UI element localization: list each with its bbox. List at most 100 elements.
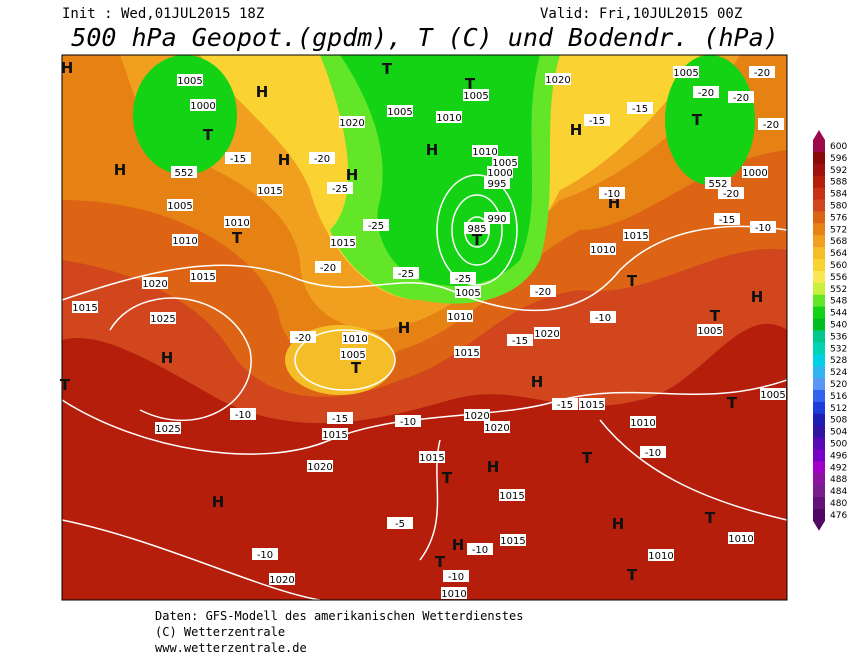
label-box (190, 99, 216, 111)
label-box (697, 324, 723, 336)
label-box (640, 446, 666, 458)
contour-label: 990 (487, 214, 506, 225)
pressure-center: T (582, 449, 593, 467)
contour-label: -15 (557, 400, 573, 411)
contour-label: -20 (320, 263, 336, 274)
label-box (464, 222, 490, 234)
colorbar-swatch (813, 508, 825, 522)
colorbar-swatch (813, 270, 825, 284)
label-box (225, 152, 251, 164)
colorbar-swatch (813, 485, 825, 498)
colorbar-label: 508 (830, 416, 847, 426)
colorbar-label: 520 (830, 380, 847, 390)
colorbar-label: 580 (830, 201, 847, 211)
label-box (172, 234, 198, 246)
contour-label: -15 (719, 215, 735, 226)
contour-label: -20 (723, 189, 739, 200)
contour-label: -10 (604, 189, 620, 200)
label-box (500, 534, 526, 546)
label-box (750, 221, 776, 233)
colorbar-swatch (813, 473, 825, 486)
contour-label: -25 (332, 184, 348, 195)
pressure-center: H (346, 166, 359, 184)
contour-label: -10 (472, 545, 488, 556)
contour-label: 1020 (269, 575, 294, 586)
label-box (387, 517, 413, 529)
colorbar-swatch (813, 497, 825, 510)
contour-label: -25 (455, 274, 471, 285)
contour-label: 1015 (190, 272, 215, 283)
label-box (599, 187, 625, 199)
label-box (419, 451, 445, 463)
colorbar-label: 532 (830, 344, 847, 354)
colorbar-label: 504 (830, 428, 847, 438)
contour-label: 995 (487, 179, 506, 190)
contour-label: 1020 (142, 279, 167, 290)
label-box (579, 398, 605, 410)
pressure-center: H (161, 349, 174, 367)
label-box (545, 73, 571, 85)
label-box (443, 570, 469, 582)
label-box (171, 166, 197, 178)
colorbar-swatch (813, 342, 825, 355)
contour-label: 1005 (760, 390, 785, 401)
label-box (742, 166, 768, 178)
contour-label: 1010 (436, 113, 461, 124)
colorbar-label: 512 (830, 404, 847, 414)
pressure-center: H (452, 536, 465, 554)
colorbar-arrow-top (813, 130, 825, 140)
map-field (62, 55, 787, 600)
label-box (484, 177, 510, 189)
colorbar-swatch (813, 330, 825, 343)
contour-label: 1015 (330, 238, 355, 249)
colorbar-swatch (813, 461, 825, 474)
label-box (530, 285, 556, 297)
valid-label: Valid: Fri,10JUL2015 00Z (540, 6, 742, 22)
colorbar-label: 484 (830, 487, 847, 497)
pressure-center: T (203, 126, 214, 144)
colorbar-swatch (813, 235, 825, 248)
contour-label: -10 (235, 410, 251, 421)
contour-label: 1020 (545, 75, 570, 86)
contour-label: -15 (332, 414, 348, 425)
colorbar-label: 600 (830, 142, 847, 152)
label-box (150, 312, 176, 324)
colorbar-label: 488 (830, 475, 847, 485)
pressure-center: T (627, 566, 638, 584)
contour-label: 1020 (484, 423, 509, 434)
label-box (487, 166, 513, 178)
colorbar-swatch (813, 449, 825, 462)
label-box (693, 86, 719, 98)
colorbar-label: 516 (830, 392, 847, 402)
label-box (552, 398, 578, 410)
contour-label: 1020 (534, 329, 559, 340)
label-box (190, 270, 216, 282)
contour-label: 1005 (673, 68, 698, 79)
colorbar-swatch (813, 259, 825, 272)
label-box (590, 311, 616, 323)
colorbar-label: 496 (830, 451, 847, 461)
contour-label: -20 (314, 154, 330, 165)
colorbar-swatch (813, 425, 825, 438)
pressure-center: H (212, 493, 225, 511)
colorbar-swatch (813, 223, 825, 236)
contour-label: 985 (467, 224, 486, 235)
contour-label: 1010 (472, 147, 497, 158)
colorbar-arrow-bottom (813, 520, 825, 531)
pressure-center: T (442, 469, 453, 487)
label-box (327, 412, 353, 424)
colorbar-swatch (813, 354, 825, 367)
colorbar-swatch (813, 175, 825, 189)
pressure-center: T (710, 307, 721, 325)
pressure-center: H (398, 319, 411, 337)
contour-label: 1010 (728, 534, 753, 545)
colorbar-swatch (813, 211, 825, 224)
footer-line: www.wetterzentrale.de (155, 641, 307, 655)
contour-label: 1005 (177, 76, 202, 87)
label-box (436, 111, 462, 123)
label-box (339, 116, 365, 128)
pressure-center: H (61, 59, 74, 77)
label-box (467, 543, 493, 555)
contour-label: -10 (257, 550, 273, 561)
pressure-center: H (278, 151, 291, 169)
